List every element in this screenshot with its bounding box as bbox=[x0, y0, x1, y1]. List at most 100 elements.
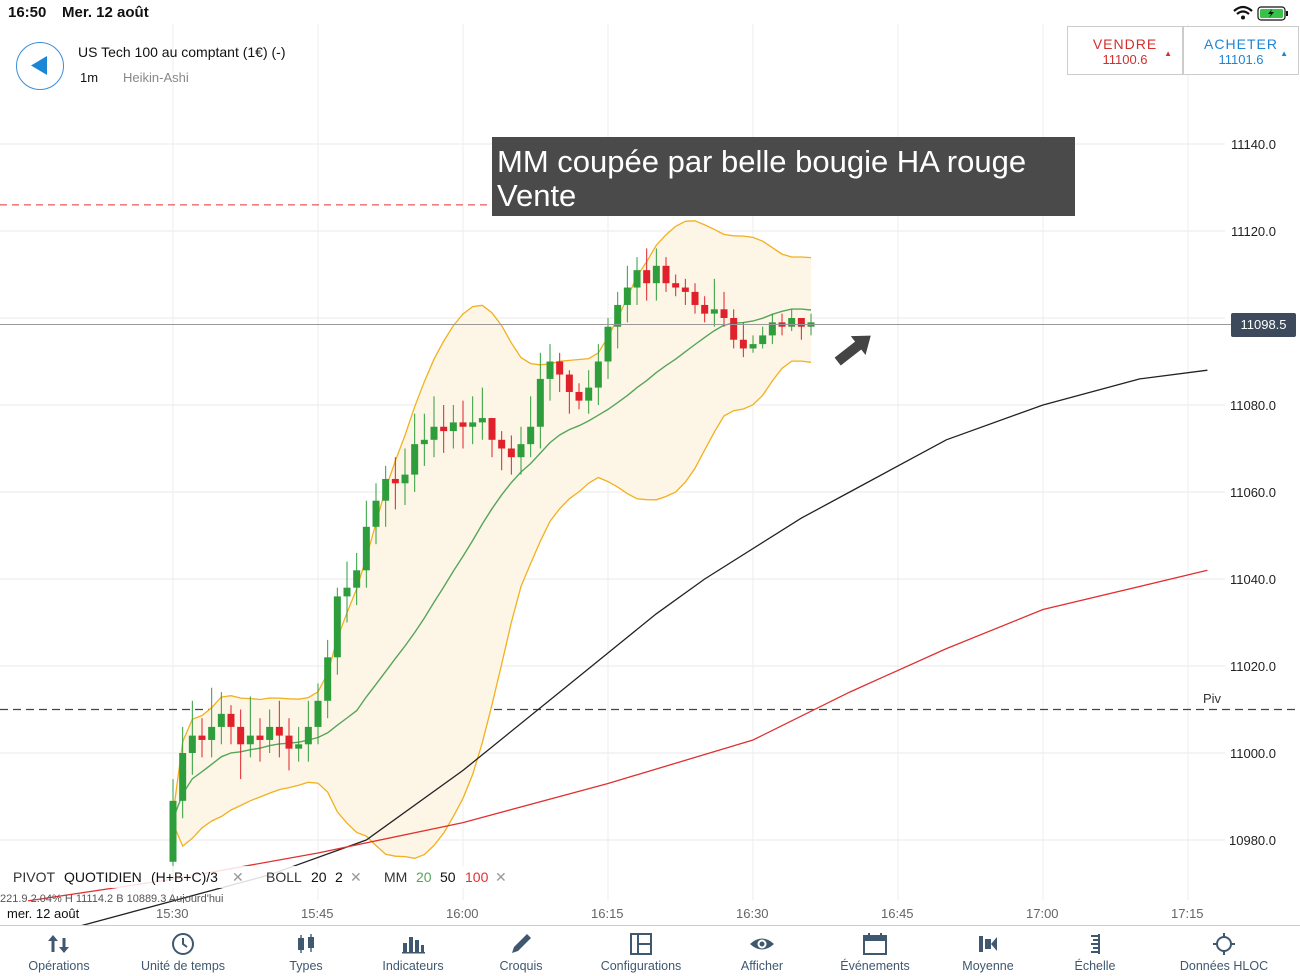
candle-body bbox=[594, 361, 602, 388]
y-tick-label: 11120.0 bbox=[1230, 224, 1276, 239]
up-triangle-icon: ▲ bbox=[1164, 49, 1172, 58]
candle-body bbox=[517, 444, 525, 458]
status-date: Mer. 12 août bbox=[62, 4, 149, 21]
timeframe-label[interactable]: 1m bbox=[80, 70, 99, 85]
candle-body bbox=[768, 322, 776, 336]
candle-body bbox=[623, 287, 631, 305]
y-tick-label: 11000.0 bbox=[1229, 746, 1276, 761]
bars-icon bbox=[402, 937, 425, 954]
x-tick-label: 15:30 bbox=[156, 906, 189, 921]
candle-body bbox=[411, 444, 419, 475]
tab-average[interactable]: Moyenne bbox=[933, 928, 1043, 973]
candle-body bbox=[701, 304, 709, 314]
x-tick-label: 17:15 bbox=[1171, 906, 1204, 921]
pencil-icon bbox=[512, 934, 531, 953]
candle-body bbox=[459, 422, 467, 427]
chart-series bbox=[0, 220, 1231, 925]
candle-body bbox=[614, 304, 622, 327]
tab-hloc-data[interactable]: Données HLOC bbox=[1168, 928, 1280, 973]
back-button[interactable] bbox=[16, 42, 64, 90]
remove-pivot-icon[interactable]: ✕ bbox=[232, 869, 244, 885]
candle-body bbox=[324, 657, 332, 701]
x-tick-label: 16:15 bbox=[591, 906, 624, 921]
sell-button[interactable]: VENDRE 11100.6 ▲ bbox=[1067, 26, 1183, 75]
status-icons bbox=[1232, 4, 1292, 22]
tab-events[interactable]: Événements bbox=[820, 928, 930, 973]
candle-body bbox=[227, 713, 235, 727]
candle-body bbox=[275, 726, 283, 736]
layout-icon bbox=[630, 933, 652, 955]
indicator-legend: PIVOT QUOTIDIEN (H+B+C)/3 ✕ BOLL 20 2 ✕ … bbox=[0, 866, 540, 888]
candle-body bbox=[507, 448, 515, 458]
candle-body bbox=[546, 361, 554, 379]
instrument-name: US Tech 100 au comptant (1€) (-) bbox=[78, 44, 286, 60]
candle-body bbox=[710, 309, 718, 314]
chart-annotation-note[interactable]: MM coupée par belle bougie HA rouge Vent… bbox=[492, 137, 1075, 216]
candle-body bbox=[188, 735, 196, 753]
candle-body bbox=[498, 439, 506, 449]
buy-button[interactable]: ACHETER 11101.6 ▲ bbox=[1183, 26, 1299, 75]
tab-label: Unité de temps bbox=[140, 959, 226, 973]
candle-body bbox=[469, 422, 477, 427]
candle-body bbox=[343, 587, 351, 597]
tab-operations[interactable]: Opérations bbox=[4, 928, 114, 973]
candle-body bbox=[652, 265, 660, 284]
candle-body bbox=[478, 418, 486, 423]
candle-body bbox=[314, 700, 322, 727]
remove-mm-icon[interactable]: ✕ bbox=[495, 869, 507, 885]
legend-mm[interactable]: MM bbox=[384, 869, 408, 885]
candle-body bbox=[788, 318, 796, 327]
candle-body bbox=[430, 426, 438, 440]
tab-timeframe[interactable]: Unité de temps bbox=[128, 928, 238, 973]
candle-body bbox=[672, 283, 680, 288]
annotation-line-1: MM coupée par belle bougie HA rouge bbox=[497, 144, 1027, 179]
up-triangle-icon: ▲ bbox=[1280, 49, 1288, 58]
candle-body bbox=[333, 596, 341, 658]
date-axis-label: mer. 12 août bbox=[7, 906, 80, 921]
legend-mm-100: 100 bbox=[465, 869, 489, 885]
pivot-label: Piv bbox=[1203, 691, 1222, 706]
tab-label: Indicateurs bbox=[382, 959, 444, 973]
candle-body bbox=[536, 378, 544, 427]
scale-icon bbox=[1091, 934, 1100, 954]
tab-label: Échelle bbox=[1074, 959, 1116, 973]
legend-quotidien[interactable]: QUOTIDIEN bbox=[64, 869, 142, 885]
sell-price: 11100.6 bbox=[1102, 52, 1148, 67]
candle-body bbox=[362, 526, 370, 571]
tab-scale[interactable]: Échelle bbox=[1040, 928, 1150, 973]
tab-indicators[interactable]: Indicateurs bbox=[358, 928, 468, 973]
candle-body bbox=[246, 735, 254, 745]
price-chart[interactable] bbox=[0, 0, 1300, 925]
tab-label: Types bbox=[289, 959, 323, 973]
tab-types[interactable]: Types bbox=[251, 928, 361, 973]
x-tick-label: 17:00 bbox=[1026, 906, 1059, 921]
candle-body bbox=[488, 418, 496, 440]
operations-icon bbox=[48, 935, 69, 953]
tab-label: Moyenne bbox=[962, 959, 1014, 973]
candle-body bbox=[691, 291, 699, 305]
crosshair-icon bbox=[1213, 933, 1235, 955]
candle-body bbox=[217, 713, 225, 727]
remove-boll-icon[interactable]: ✕ bbox=[350, 869, 362, 885]
buy-label: ACHETER bbox=[1204, 36, 1278, 52]
tab-sketch[interactable]: Croquis bbox=[466, 928, 576, 973]
arrow-shape bbox=[834, 335, 871, 366]
tab-configurations[interactable]: Configurations bbox=[586, 928, 696, 973]
candle-body bbox=[169, 800, 177, 862]
candle-body bbox=[449, 422, 457, 432]
tab-label: Opérations bbox=[28, 959, 90, 973]
status-time: 16:50 bbox=[8, 4, 47, 21]
candle-body bbox=[208, 726, 216, 740]
candle-body bbox=[391, 478, 399, 484]
legend-pivot[interactable]: PIVOT bbox=[13, 869, 56, 885]
tab-display[interactable]: Afficher bbox=[707, 928, 817, 973]
ohlc-summary: 221.9 2.04% H 11114.2 B 10889.3 Aujourd'… bbox=[0, 893, 224, 903]
legend-boll[interactable]: BOLL bbox=[266, 869, 302, 885]
candle-body bbox=[565, 374, 573, 392]
x-tick-label: 15:45 bbox=[301, 906, 334, 921]
y-tick-label: 11060.0 bbox=[1229, 485, 1276, 500]
x-tick-label: 16:30 bbox=[736, 906, 769, 921]
candle-body bbox=[797, 318, 805, 327]
candle-body bbox=[285, 735, 293, 749]
legend-mm-50: 50 bbox=[440, 869, 456, 885]
